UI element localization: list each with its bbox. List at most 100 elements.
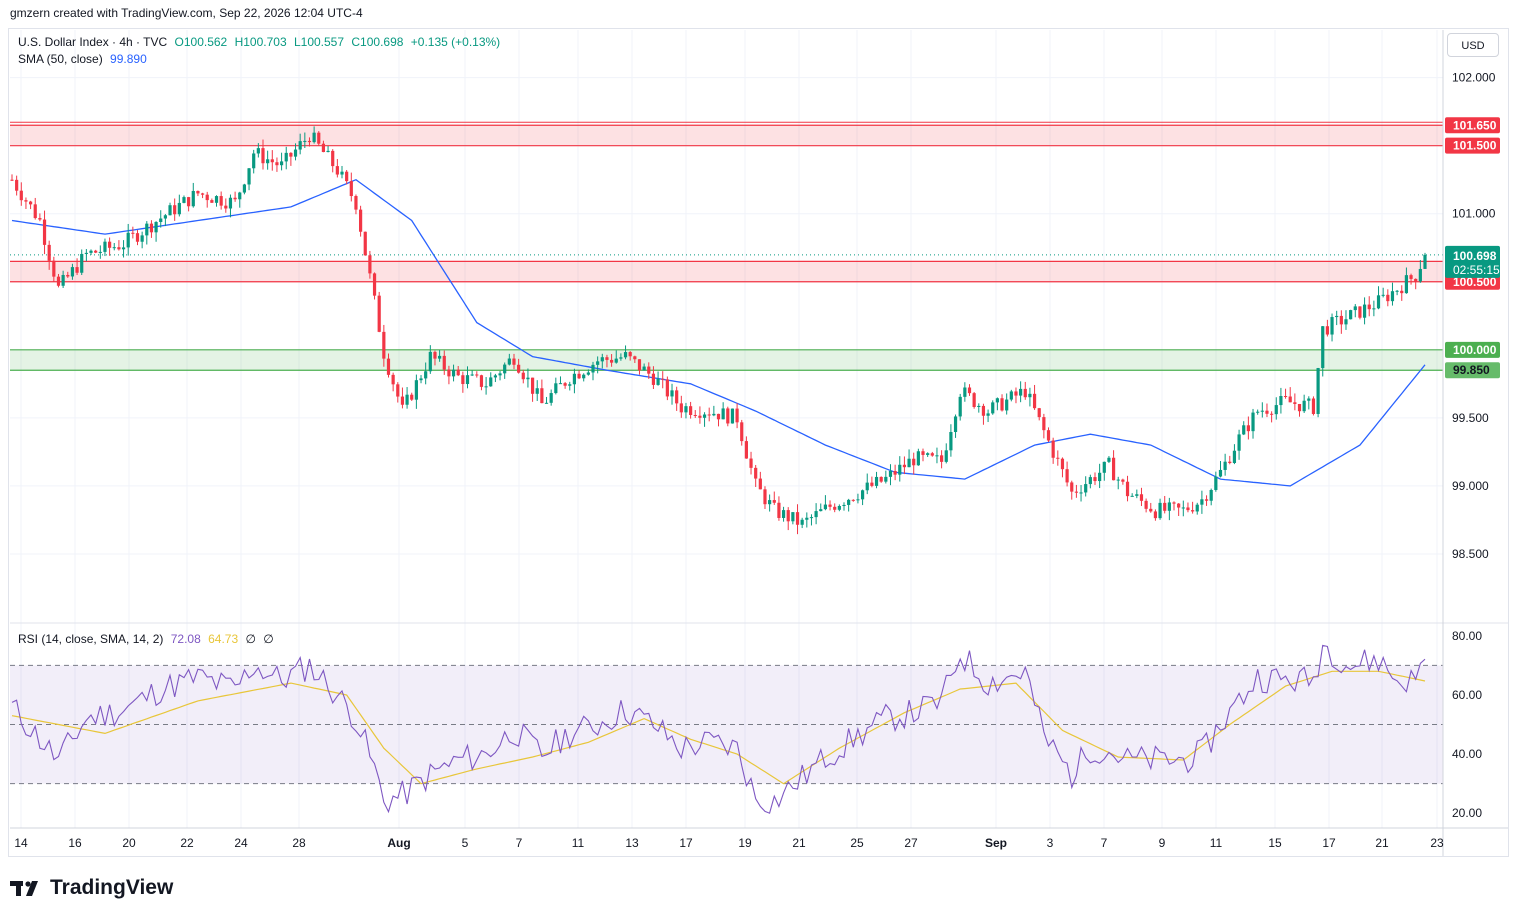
candle-body <box>814 511 818 518</box>
candle-body <box>763 489 767 505</box>
candle-body <box>1223 461 1227 470</box>
symbol-legend: U.S. Dollar Index · 4h · TVC O100.562 H1… <box>18 35 504 49</box>
time-tick-label: 14 <box>14 836 28 850</box>
rsi-value: 72.08 <box>170 632 201 646</box>
candle-body <box>609 359 614 363</box>
candle-body <box>1023 388 1027 398</box>
candle-body <box>1423 254 1427 269</box>
rsi-extra-2: ∅ <box>263 632 274 646</box>
candle-body <box>981 405 986 416</box>
candle-body <box>377 295 381 332</box>
rsi-sma-value: 64.73 <box>208 632 239 646</box>
close-value: C100.698 <box>351 35 404 49</box>
candle-body <box>1186 507 1190 511</box>
candle-body <box>833 506 837 510</box>
price-labels: 101.650101.500100.650100.500100.00099.85… <box>1445 117 1500 379</box>
candle-body <box>530 377 535 394</box>
candle-body <box>716 413 721 420</box>
candle-body <box>1046 430 1051 441</box>
candle-body <box>558 383 563 385</box>
currency-button[interactable]: USD <box>1447 33 1499 57</box>
time-tick-label: 7 <box>516 836 523 850</box>
candle-body <box>944 450 948 462</box>
candle-body <box>386 358 391 375</box>
candle-body <box>84 252 88 254</box>
candle-body <box>1084 484 1088 493</box>
candle-body <box>623 352 628 358</box>
candle-body <box>56 276 61 286</box>
candle-body <box>800 519 804 525</box>
candle-body <box>410 394 414 400</box>
zone-resistance-lower <box>10 261 1443 282</box>
time-tick-label: 11 <box>1210 836 1223 850</box>
candle-body <box>1130 495 1134 497</box>
candle-body <box>1200 499 1204 505</box>
time-tick-label: 16 <box>68 836 82 850</box>
candle-body <box>205 194 209 201</box>
candle-body <box>777 502 781 518</box>
candle-body <box>1093 477 1097 482</box>
candle-body <box>972 393 976 407</box>
rsi-legend[interactable]: RSI (14, close, SMA, 14, 2) 72.08 64.73 … <box>18 632 278 646</box>
time-tick-label: Sep <box>985 836 1007 850</box>
candle-body <box>1218 469 1223 477</box>
candle-body <box>842 504 846 506</box>
candle-body <box>568 384 572 386</box>
rsi-label: RSI (14, close, SMA, 14, 2) <box>18 632 164 646</box>
chart-frame <box>8 28 1509 857</box>
candle-body <box>200 193 205 195</box>
candle-body <box>1283 396 1288 398</box>
candle-body <box>163 215 167 219</box>
candle-body <box>1316 368 1320 414</box>
candle-body <box>712 413 716 416</box>
candle-body <box>1037 408 1041 418</box>
candle-body <box>503 364 507 374</box>
high-value: H100.703 <box>234 35 287 49</box>
candle-body <box>317 132 321 144</box>
candle-body <box>916 451 920 466</box>
candle-body <box>1000 398 1004 411</box>
candle-body <box>89 250 93 253</box>
candle-body <box>1214 476 1218 490</box>
candle-body <box>247 168 251 185</box>
candle-body <box>1339 315 1343 325</box>
candle-body <box>749 458 753 468</box>
candle-body <box>279 161 284 166</box>
candle-body <box>819 509 823 512</box>
candle-body <box>121 247 126 250</box>
countdown-label: 02:55:15 <box>1453 263 1500 277</box>
symbol-name: U.S. Dollar Index · 4h · TVC <box>18 35 168 49</box>
candle-body <box>1256 411 1260 413</box>
candle-body <box>823 504 828 510</box>
candle-body <box>526 377 530 380</box>
sma-legend[interactable]: SMA (50, close) 99.890 <box>18 52 151 66</box>
price-tick-label: 98.500 <box>1452 547 1489 561</box>
candle-body <box>661 378 665 380</box>
candle-body <box>949 432 953 451</box>
candle-body <box>549 393 553 403</box>
time-tick-label: 22 <box>180 836 194 850</box>
candle-body <box>442 355 446 370</box>
candle-body <box>1060 458 1065 470</box>
time-tick-label: 23 <box>1430 836 1444 850</box>
zone-resistance-upper <box>10 125 1443 146</box>
candle-body <box>1121 479 1125 482</box>
zone-high-label: 101.650 <box>1453 118 1497 132</box>
change-value: +0.135 (+0.13%) <box>410 35 501 49</box>
candle-body <box>372 273 377 296</box>
candle-body <box>447 369 451 377</box>
candle-body <box>730 408 735 424</box>
candle-body <box>424 371 428 379</box>
candle-body <box>586 372 590 375</box>
candle-body <box>270 159 274 163</box>
candle-body <box>563 383 567 386</box>
candle-body <box>382 331 386 359</box>
axes: 102.000 101.000 99.500 99.000 98.500 80.00 60.… <box>10 30 1508 856</box>
sma-label: SMA (50, close) <box>18 52 103 66</box>
candle-body <box>1009 391 1013 400</box>
candle-body <box>94 250 98 253</box>
candle-body <box>907 458 911 468</box>
brand-name: TradingView <box>50 876 174 899</box>
candle-body <box>354 196 358 210</box>
